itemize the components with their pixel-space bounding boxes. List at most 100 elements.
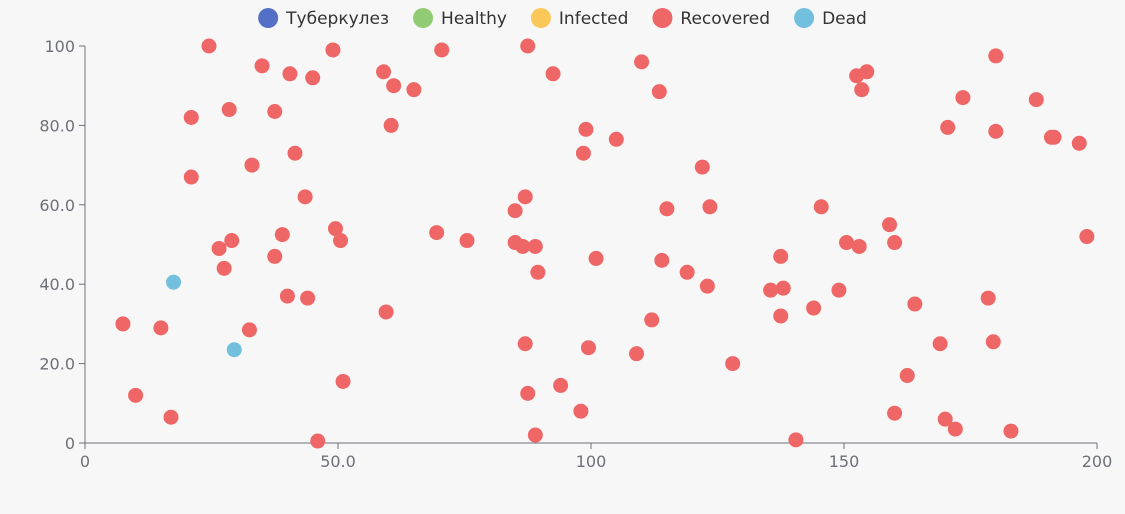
point-recovered[interactable] bbox=[932, 336, 948, 352]
point-recovered[interactable] bbox=[1046, 129, 1062, 145]
point-recovered[interactable] bbox=[310, 433, 326, 449]
point-recovered[interactable] bbox=[429, 225, 445, 241]
point-recovered[interactable] bbox=[383, 117, 399, 133]
point-recovered[interactable] bbox=[267, 104, 283, 120]
point-recovered[interactable] bbox=[459, 233, 475, 249]
point-recovered[interactable] bbox=[651, 84, 667, 100]
point-recovered[interactable] bbox=[907, 296, 923, 312]
legend-item[interactable]: Infected bbox=[530, 8, 629, 29]
point-recovered[interactable] bbox=[279, 288, 295, 304]
point-recovered[interactable] bbox=[507, 203, 523, 219]
point-recovered[interactable] bbox=[955, 90, 971, 106]
point-recovered[interactable] bbox=[517, 336, 533, 352]
legend-item[interactable]: Healthy bbox=[413, 8, 507, 29]
point-recovered[interactable] bbox=[300, 290, 316, 306]
point-recovered[interactable] bbox=[520, 385, 536, 401]
point-recovered[interactable] bbox=[947, 421, 963, 437]
point-recovered[interactable] bbox=[211, 240, 227, 256]
point-recovered[interactable] bbox=[517, 189, 533, 205]
legend[interactable]: Туберкулез Healthy Infected Recovered Dead bbox=[258, 8, 867, 29]
point-recovered[interactable] bbox=[305, 70, 321, 86]
point-recovered[interactable] bbox=[327, 221, 343, 237]
point-recovered[interactable] bbox=[386, 78, 402, 94]
point-dead[interactable] bbox=[226, 342, 242, 358]
legend-item[interactable]: Dead bbox=[794, 8, 867, 29]
point-recovered[interactable] bbox=[831, 282, 847, 298]
point-recovered[interactable] bbox=[773, 248, 789, 264]
point-recovered[interactable] bbox=[287, 145, 303, 161]
point-recovered[interactable] bbox=[267, 248, 283, 264]
point-recovered[interactable] bbox=[634, 54, 650, 70]
point-recovered[interactable] bbox=[806, 300, 822, 316]
point-recovered[interactable] bbox=[788, 432, 804, 448]
point-recovered[interactable] bbox=[527, 238, 543, 254]
point-recovered[interactable] bbox=[545, 66, 561, 82]
point-recovered[interactable] bbox=[578, 121, 594, 137]
point-recovered[interactable] bbox=[980, 290, 996, 306]
point-recovered[interactable] bbox=[282, 66, 298, 82]
point-recovered[interactable] bbox=[575, 145, 591, 161]
point-recovered[interactable] bbox=[183, 169, 199, 185]
point-recovered[interactable] bbox=[201, 38, 217, 54]
point-recovered[interactable] bbox=[854, 82, 870, 98]
legend-item[interactable]: Туберкулез bbox=[258, 8, 389, 29]
point-recovered[interactable] bbox=[515, 238, 531, 254]
legend-item[interactable]: Recovered bbox=[652, 8, 770, 29]
point-recovered[interactable] bbox=[679, 264, 695, 280]
point-recovered[interactable] bbox=[530, 264, 546, 280]
point-recovered[interactable] bbox=[241, 322, 257, 338]
point-recovered[interactable] bbox=[163, 409, 179, 425]
point-recovered[interactable] bbox=[702, 199, 718, 215]
point-recovered[interactable] bbox=[1071, 135, 1087, 151]
point-recovered[interactable] bbox=[224, 233, 240, 249]
point-recovered[interactable] bbox=[882, 217, 898, 233]
point-recovered[interactable] bbox=[128, 387, 144, 403]
point-recovered[interactable] bbox=[216, 260, 232, 276]
point-recovered[interactable] bbox=[325, 42, 341, 58]
point-recovered[interactable] bbox=[988, 48, 1004, 64]
point-recovered[interactable] bbox=[813, 199, 829, 215]
point-dead[interactable] bbox=[166, 274, 182, 290]
point-recovered[interactable] bbox=[183, 109, 199, 125]
point-recovered[interactable] bbox=[608, 131, 624, 147]
point-recovered[interactable] bbox=[725, 356, 741, 372]
point-recovered[interactable] bbox=[1003, 423, 1019, 439]
point-recovered[interactable] bbox=[899, 368, 915, 384]
point-recovered[interactable] bbox=[588, 250, 604, 266]
point-recovered[interactable] bbox=[988, 123, 1004, 139]
point-recovered[interactable] bbox=[763, 282, 779, 298]
point-recovered[interactable] bbox=[254, 58, 270, 74]
point-recovered[interactable] bbox=[115, 316, 131, 332]
point-recovered[interactable] bbox=[1028, 92, 1044, 108]
point-recovered[interactable] bbox=[376, 64, 392, 80]
point-recovered[interactable] bbox=[699, 278, 715, 294]
point-recovered[interactable] bbox=[1079, 229, 1095, 245]
point-recovered[interactable] bbox=[644, 312, 660, 328]
point-recovered[interactable] bbox=[887, 235, 903, 251]
point-recovered[interactable] bbox=[580, 340, 596, 356]
point-recovered[interactable] bbox=[629, 346, 645, 362]
point-recovered[interactable] bbox=[659, 201, 675, 217]
point-recovered[interactable] bbox=[335, 373, 351, 389]
point-recovered[interactable] bbox=[573, 403, 589, 419]
point-recovered[interactable] bbox=[153, 320, 169, 336]
point-recovered[interactable] bbox=[520, 38, 536, 54]
point-recovered[interactable] bbox=[851, 238, 867, 254]
point-recovered[interactable] bbox=[839, 235, 855, 251]
point-recovered[interactable] bbox=[274, 227, 290, 243]
point-recovered[interactable] bbox=[297, 189, 313, 205]
point-recovered[interactable] bbox=[654, 252, 670, 268]
point-recovered[interactable] bbox=[333, 233, 349, 249]
point-recovered[interactable] bbox=[434, 42, 450, 58]
point-recovered[interactable] bbox=[694, 159, 710, 175]
point-recovered[interactable] bbox=[221, 102, 237, 118]
point-recovered[interactable] bbox=[985, 334, 1001, 350]
point-recovered[interactable] bbox=[937, 411, 953, 427]
point-recovered[interactable] bbox=[775, 280, 791, 296]
point-recovered[interactable] bbox=[406, 82, 422, 98]
point-recovered[interactable] bbox=[940, 119, 956, 135]
point-recovered[interactable] bbox=[859, 64, 875, 80]
point-recovered[interactable] bbox=[527, 427, 543, 443]
point-recovered[interactable] bbox=[773, 308, 789, 324]
point-recovered[interactable] bbox=[378, 304, 394, 320]
